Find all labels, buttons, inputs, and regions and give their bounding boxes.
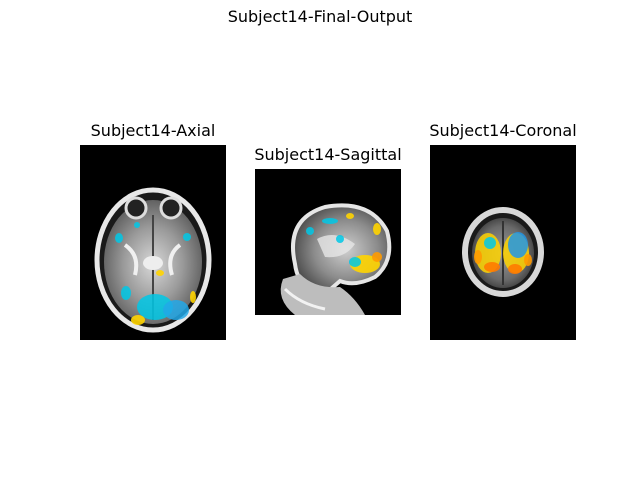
sagittal-mri-slice bbox=[280, 203, 392, 315]
coronal-brain-image bbox=[430, 145, 576, 340]
coronal-mri-slice bbox=[462, 207, 544, 297]
axial-mri-slice bbox=[94, 187, 212, 333]
axial-brain-image bbox=[80, 145, 226, 340]
axial-panel-title: Subject14-Axial bbox=[90, 121, 216, 140]
sagittal-brain-image bbox=[255, 169, 401, 315]
figure-title: Subject14-Final-Output bbox=[227, 7, 413, 26]
coronal-panel-title: Subject14-Coronal bbox=[429, 121, 577, 140]
sagittal-panel-title: Subject14-Sagittal bbox=[254, 145, 402, 164]
